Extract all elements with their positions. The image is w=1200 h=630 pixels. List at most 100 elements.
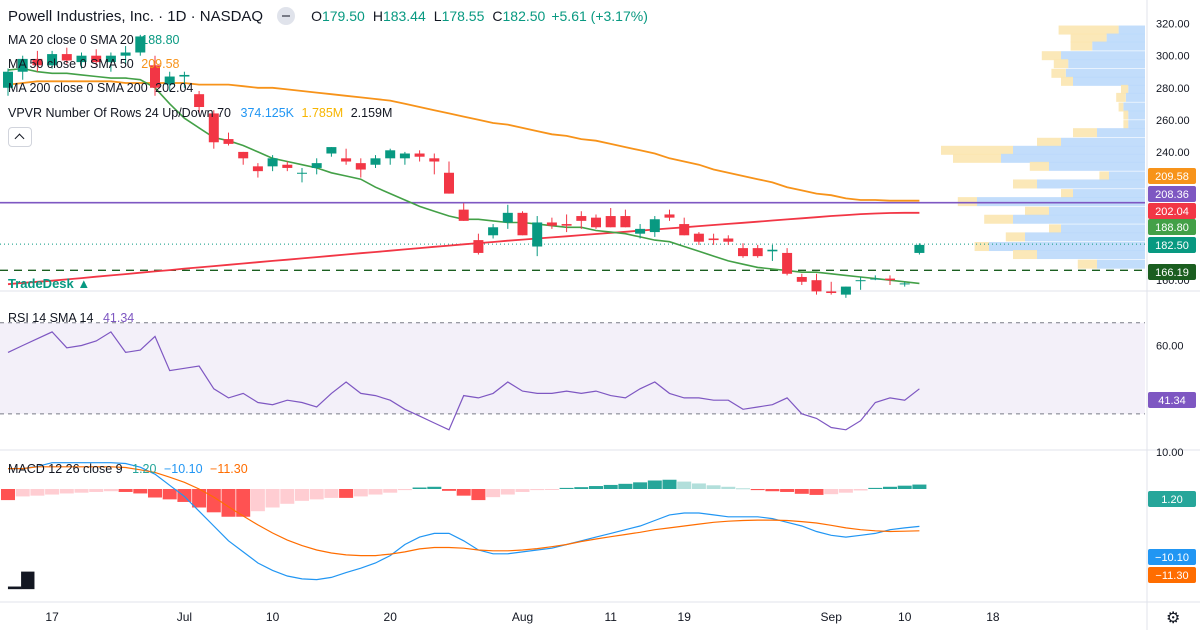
- candle-body: [297, 172, 307, 174]
- candle-body: [914, 244, 925, 253]
- candle-body: [32, 58, 43, 66]
- macd-histogram-bar: [30, 489, 45, 496]
- candle-body: [546, 222, 557, 226]
- macd-histogram-bar: [824, 489, 839, 495]
- macd-histogram-bar: [192, 489, 207, 508]
- candle-body: [238, 151, 249, 159]
- rsi-value: 41.34: [102, 311, 135, 325]
- minus-circle-icon[interactable]: [277, 7, 296, 25]
- candle-body: [635, 228, 646, 234]
- candle-body: [811, 280, 822, 292]
- candle-body: [76, 55, 87, 63]
- price-axis-tick: 260.00: [1156, 115, 1190, 127]
- vpvr-up-bar: [1099, 171, 1109, 181]
- candle-body: [135, 36, 146, 53]
- symbol-title[interactable]: Powell Industries, Inc. · 1D · NASDAQ: [8, 7, 264, 25]
- ma20-legend[interactable]: MA 20 close 0 SMA 20 188.80: [8, 33, 179, 47]
- macd-histogram-bar: [397, 489, 412, 491]
- candle-body: [620, 216, 631, 228]
- ma200-line: [7, 211, 920, 286]
- candle-body: [105, 55, 116, 63]
- rsi-value-label: 41.34: [1158, 395, 1186, 407]
- candle-body: [826, 291, 837, 294]
- macd-histogram-bar: [750, 489, 765, 491]
- close-value: 182.50: [502, 8, 546, 24]
- tradingview-logo-icon[interactable]: ▁▇: [8, 570, 35, 590]
- rsi-band-fill: [0, 322, 1145, 414]
- vpvr-up-bar: [957, 197, 977, 207]
- macd-histogram-bar: [486, 489, 501, 498]
- candle-body: [752, 248, 763, 257]
- ma50-value: 209.58: [141, 57, 180, 71]
- macd-histogram-bar: [133, 489, 148, 494]
- vpvr-up-bar: [1005, 232, 1025, 242]
- vpvr-down-bar: [1037, 179, 1145, 189]
- macd-histogram-bar: [103, 489, 118, 492]
- time-axis-tick: 10: [898, 610, 912, 624]
- vpvr-up-bar: [953, 153, 1001, 163]
- candle-body: [796, 276, 807, 282]
- macd-histogram-bar: [868, 487, 883, 489]
- candle-body: [532, 222, 543, 247]
- macd-histogram-bar: [353, 489, 368, 497]
- candle-body: [194, 94, 205, 108]
- collapse-legend-button[interactable]: [8, 127, 32, 147]
- macd-legend[interactable]: MACD 12 26 close 9 1.20 −10.10 −11.30: [8, 462, 248, 476]
- ma200-legend[interactable]: MA 200 close 0 SMA 200 202.04: [8, 81, 193, 95]
- time-axis-tick: Aug: [512, 610, 533, 624]
- time-axis-tick: Jul: [177, 610, 192, 624]
- price-axis-tick: 320.00: [1156, 19, 1190, 31]
- vpvr-up-bar: [1070, 33, 1107, 43]
- close-label: C: [492, 8, 503, 24]
- candle-body: [502, 212, 513, 223]
- macd-histogram-bar: [618, 483, 633, 489]
- gear-icon[interactable]: ⚙: [1166, 610, 1181, 627]
- macd-histogram-bar: [15, 489, 30, 497]
- macd-histogram-bar: [177, 489, 192, 502]
- price-label: 209.58: [1155, 171, 1189, 183]
- macd-histogram-bar: [500, 489, 515, 495]
- price-axis-tick: 300.00: [1156, 51, 1190, 63]
- time-axis-tick: 18: [986, 610, 1000, 624]
- vpvr-up-bar: [1061, 189, 1073, 199]
- candle-body: [429, 158, 440, 162]
- tradedesk-label[interactable]: TradeDesk ▲: [8, 276, 91, 291]
- macd-histogram-bar: [765, 489, 780, 492]
- price-label-box: [1148, 186, 1196, 202]
- time-axis-tick: 10: [266, 610, 280, 624]
- candle-body: [370, 158, 381, 165]
- macd-histogram-bar: [515, 489, 530, 492]
- macd-histogram-bar: [838, 489, 853, 493]
- vpvr-up-bar: [1118, 102, 1124, 112]
- price-label: 166.19: [1155, 267, 1189, 279]
- vpvr-down-bar: [1013, 145, 1145, 155]
- vpvr-up-bar: [974, 242, 989, 252]
- ma50-legend[interactable]: MA 50 close 0 SMA 50 209.58: [8, 57, 179, 71]
- macd-histogram-bar: [647, 480, 662, 489]
- macd-histogram-bar: [706, 485, 721, 489]
- macd-histogram-bar: [589, 486, 603, 489]
- macd-histogram-bar: [368, 489, 383, 495]
- macd-signal-value: −10.10: [163, 462, 203, 476]
- rsi-legend[interactable]: RSI 14 SMA 14 41.34: [8, 311, 134, 325]
- macd-value: 1.20: [132, 462, 157, 476]
- candle-body: [708, 238, 719, 241]
- vpvr-up-bar: [1029, 161, 1049, 171]
- vpvr-legend[interactable]: VPVR Number Of Rows 24 Up/Down 70 374.12…: [8, 106, 392, 120]
- candle-body: [150, 65, 160, 88]
- candle-body: [17, 58, 28, 72]
- ma200-label: MA 200 close 0 SMA 200: [8, 81, 148, 95]
- vpvr-up-bar: [1077, 259, 1097, 269]
- candle-body: [693, 233, 704, 242]
- vpvr-down-bar: [1061, 224, 1145, 234]
- macd-histogram-bar: [295, 489, 309, 501]
- macd-histogram-bar: [883, 486, 897, 489]
- candle-body: [561, 224, 572, 226]
- high-value: 183.44: [382, 8, 426, 24]
- macd-histogram-bar: [809, 489, 824, 495]
- macd-histogram-bar: [427, 486, 442, 489]
- vpvr-label: VPVR Number Of Rows 24 Up/Down 70: [8, 106, 232, 120]
- vpvr-down-bar: [1065, 68, 1145, 78]
